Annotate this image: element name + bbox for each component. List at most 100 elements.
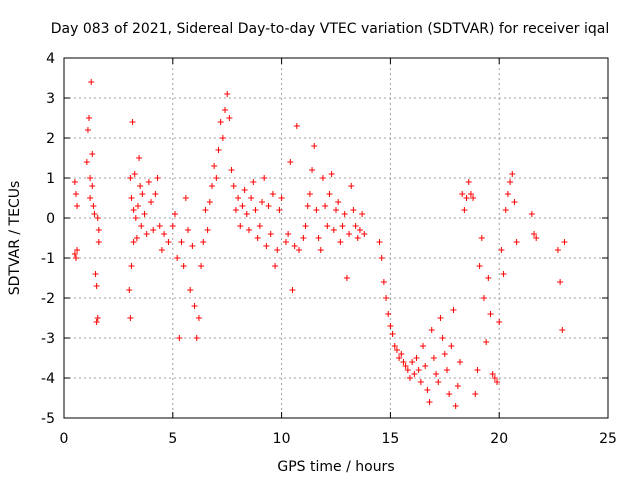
data-point [202,207,209,213]
data-point [206,199,213,205]
data-point [126,287,133,293]
data-point [561,239,568,245]
data-point [185,227,192,233]
data-point [385,311,392,317]
data-point [424,387,431,393]
data-point [239,203,246,209]
data-point [559,327,566,333]
data-point [245,227,252,233]
data-point [339,223,346,229]
data-point [222,107,229,113]
data-point [134,203,141,209]
data-point [498,247,505,253]
data-point [480,295,487,301]
data-point [383,295,390,301]
data-point [230,183,237,189]
data-point [313,207,320,213]
data-point [204,227,211,233]
data-point [137,183,144,189]
data-point [467,191,474,197]
data-point [402,363,409,369]
data-point [187,287,194,293]
data-point [95,239,102,245]
data-point [241,187,248,193]
data-point [487,311,494,317]
data-point [161,231,168,237]
x-tick-label: 20 [490,431,508,447]
y-tick-label: 2 [46,131,55,147]
data-point [154,175,161,181]
data-point [472,391,479,397]
data-point [293,123,300,129]
data-point [180,263,187,269]
data-point [191,303,198,309]
data-point [474,367,481,373]
data-point [326,191,333,197]
data-point [263,243,270,249]
plot-frame [63,57,609,419]
data-point [380,279,387,285]
data-point [378,255,385,261]
data-point [84,127,91,133]
data-point [311,143,318,149]
data-point [393,347,400,353]
data-point [528,211,535,217]
data-point [86,115,93,121]
x-tick-label: 10 [273,431,291,447]
x-tick-label: 25 [599,431,617,447]
data-point [352,223,359,229]
data-point [74,203,81,209]
data-point [213,175,220,181]
data-point [130,207,137,213]
data-point [476,263,483,269]
data-point [404,367,411,373]
data-point [533,235,540,241]
data-point [174,255,181,261]
data-point [215,147,222,153]
data-point [178,239,185,245]
data-point [557,279,564,285]
data-point [350,207,357,213]
data-point [400,359,407,365]
data-point [306,191,313,197]
axis-ticks [63,57,609,419]
data-point [376,239,383,245]
data-point [478,235,485,241]
y-tick-labels: -5 -4 -3 -2 -1 0 1 2 3 4 [41,51,55,427]
data-point [91,211,98,217]
data-point [250,179,257,185]
data-point [224,91,231,97]
x-tick-labels: 0 5 10 15 20 25 [60,431,617,447]
data-point [195,315,202,321]
data-point [127,315,134,321]
data-point [309,167,316,173]
data-point [452,403,459,409]
data-point [131,171,138,177]
data-point [454,383,461,389]
data-point [127,175,134,181]
data-point [208,183,215,189]
data-point [415,367,422,373]
data-point [252,207,259,213]
y-axis-label: SDTVAR / TECUs [7,181,23,296]
data-point [417,379,424,385]
data-point [235,195,242,201]
data-point [496,319,503,325]
data-point [430,355,437,361]
data-point [274,247,281,253]
data-point [315,235,322,241]
data-point [133,235,140,241]
data-point [504,191,511,197]
data-point [531,231,538,237]
data-point [317,247,324,253]
data-point [217,119,224,125]
data-point [354,235,361,241]
data-point [139,191,146,197]
data-point [72,255,79,261]
data-point [165,239,172,245]
y-tick-label: 3 [46,91,55,107]
y-tick-label: -4 [41,371,55,387]
data-point [398,351,405,357]
data-point [330,227,337,233]
